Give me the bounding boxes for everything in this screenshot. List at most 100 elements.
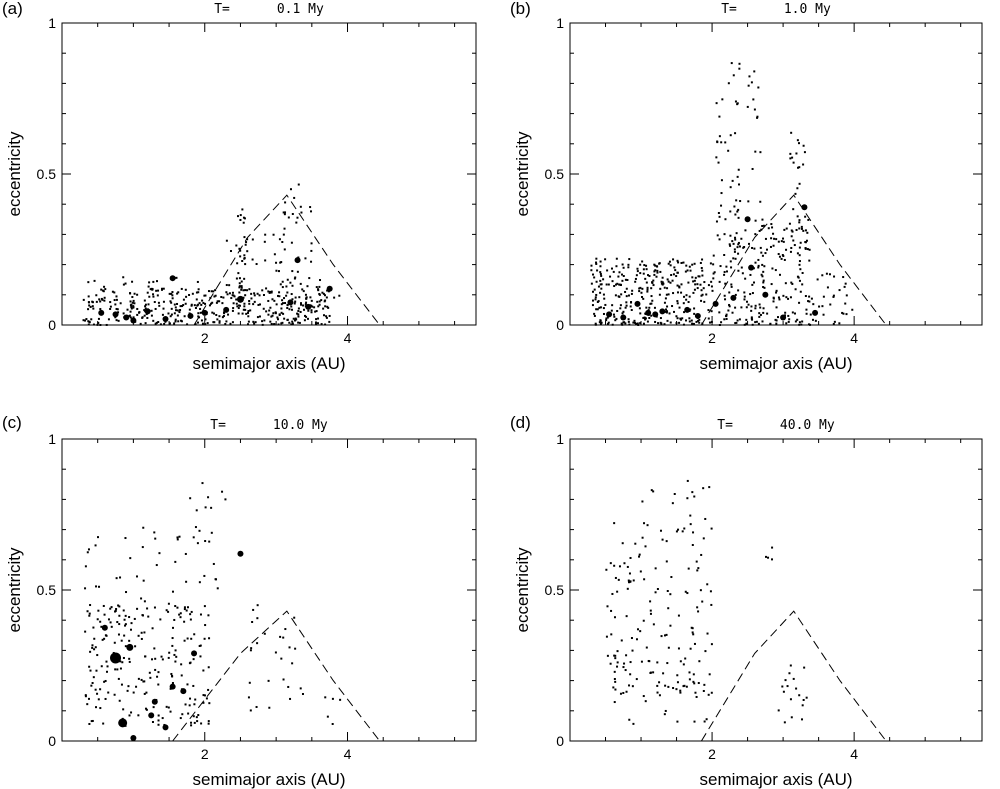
data-point bbox=[833, 275, 836, 278]
data-point bbox=[140, 631, 143, 634]
data-point bbox=[92, 626, 95, 629]
data-point bbox=[761, 224, 764, 227]
plot-title: T= 0.1 My bbox=[214, 2, 324, 17]
data-point bbox=[625, 304, 628, 307]
data-point bbox=[798, 321, 801, 324]
data-point bbox=[706, 583, 709, 586]
data-point bbox=[690, 626, 693, 629]
data-point bbox=[649, 609, 652, 612]
data-point bbox=[273, 253, 276, 256]
data-point bbox=[677, 261, 680, 264]
data-point bbox=[198, 302, 201, 305]
data-point bbox=[185, 295, 188, 298]
data-point bbox=[685, 264, 688, 267]
data-point bbox=[123, 618, 126, 621]
data-point bbox=[232, 294, 235, 297]
data-point bbox=[204, 318, 207, 321]
data-point bbox=[141, 546, 144, 549]
data-point bbox=[688, 671, 691, 674]
data-point bbox=[152, 319, 155, 322]
data-point bbox=[795, 687, 798, 690]
data-point bbox=[639, 322, 642, 325]
data-point bbox=[610, 633, 613, 636]
data-point bbox=[803, 666, 806, 669]
data-point bbox=[778, 255, 781, 258]
data-point bbox=[214, 578, 217, 581]
data-point bbox=[95, 300, 98, 303]
data-point bbox=[240, 286, 243, 289]
data-point bbox=[647, 274, 650, 277]
data-point bbox=[257, 303, 260, 306]
data-point bbox=[633, 321, 636, 324]
data-point bbox=[176, 302, 179, 305]
data-point bbox=[173, 618, 176, 621]
data-point bbox=[269, 306, 272, 309]
data-point bbox=[761, 320, 764, 323]
data-point bbox=[110, 606, 113, 609]
data-point bbox=[652, 490, 655, 493]
large-body-point bbox=[812, 309, 819, 316]
data-point bbox=[233, 295, 236, 298]
data-point bbox=[221, 316, 224, 319]
data-point bbox=[701, 274, 704, 277]
data-point bbox=[120, 683, 123, 686]
data-point bbox=[286, 303, 289, 306]
data-point bbox=[308, 277, 311, 280]
data-point bbox=[790, 235, 793, 238]
large-body-point bbox=[748, 264, 755, 271]
large-body-point bbox=[118, 718, 128, 728]
data-point bbox=[758, 303, 761, 306]
data-point bbox=[693, 279, 696, 282]
data-point bbox=[201, 482, 204, 485]
data-point bbox=[157, 301, 160, 304]
data-point bbox=[682, 323, 685, 326]
data-point bbox=[174, 306, 177, 309]
data-point bbox=[207, 722, 210, 725]
data-point bbox=[235, 277, 238, 280]
data-point bbox=[599, 319, 602, 322]
data-point bbox=[679, 660, 682, 663]
data-point bbox=[148, 671, 151, 674]
data-point bbox=[661, 281, 664, 284]
data-point bbox=[689, 647, 692, 650]
data-point bbox=[656, 271, 659, 274]
data-point bbox=[597, 285, 600, 288]
data-point bbox=[805, 696, 808, 699]
data-point bbox=[331, 697, 334, 700]
data-point bbox=[797, 142, 800, 145]
data-point bbox=[283, 248, 286, 251]
data-point bbox=[655, 275, 658, 278]
data-point bbox=[87, 548, 90, 551]
data-point bbox=[161, 717, 164, 720]
data-point bbox=[286, 318, 289, 321]
data-point bbox=[646, 320, 649, 323]
data-point bbox=[273, 299, 276, 302]
data-point bbox=[142, 579, 145, 582]
data-point bbox=[606, 323, 609, 326]
data-point bbox=[140, 597, 143, 600]
data-point bbox=[154, 668, 157, 671]
data-point bbox=[691, 276, 694, 279]
data-point bbox=[161, 658, 164, 661]
data-point bbox=[785, 296, 788, 299]
data-point bbox=[93, 637, 96, 640]
data-point bbox=[643, 522, 646, 525]
data-point bbox=[659, 529, 662, 532]
data-point bbox=[695, 560, 698, 563]
y-tick-label: 0.5 bbox=[37, 582, 57, 598]
data-point bbox=[97, 609, 100, 612]
data-point bbox=[228, 292, 231, 295]
data-point bbox=[611, 323, 614, 326]
data-point bbox=[154, 307, 157, 310]
data-point bbox=[248, 299, 251, 302]
data-point bbox=[96, 323, 99, 326]
panel-label: (d) bbox=[510, 413, 531, 432]
data-point bbox=[101, 298, 104, 301]
data-point bbox=[113, 291, 116, 294]
data-point bbox=[685, 298, 688, 301]
data-point bbox=[783, 721, 786, 724]
data-point bbox=[147, 615, 150, 618]
data-point bbox=[646, 524, 649, 527]
data-point bbox=[783, 258, 786, 261]
data-point bbox=[732, 242, 735, 245]
